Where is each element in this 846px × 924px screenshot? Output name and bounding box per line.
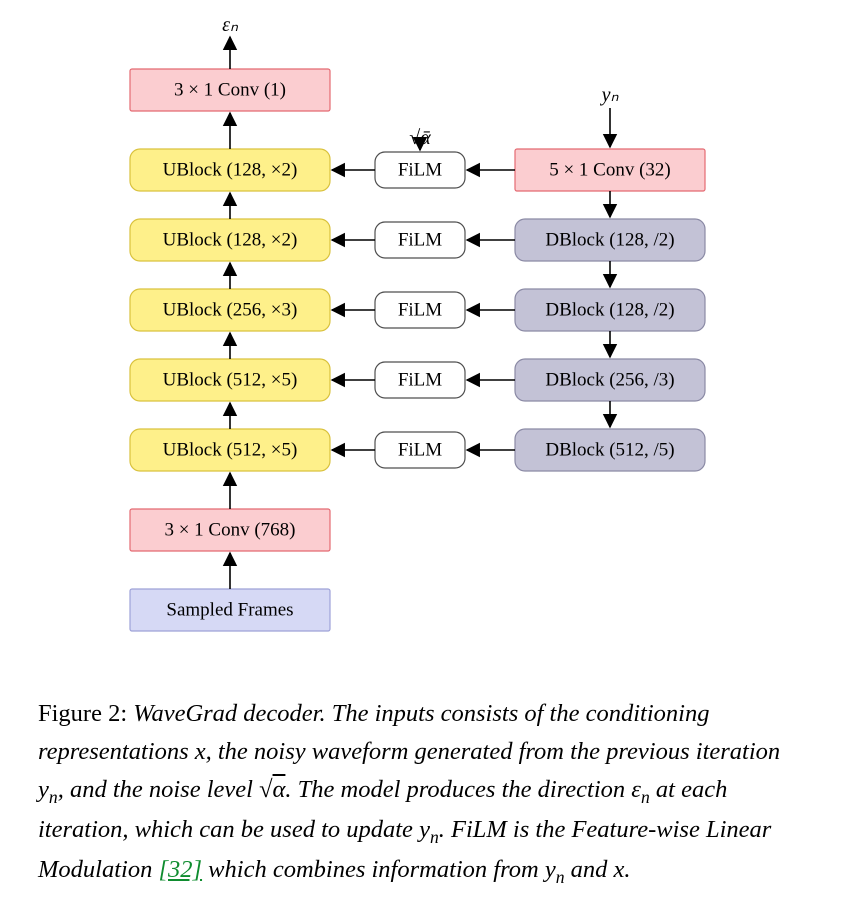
conv1-label: 3 × 1 Conv (1) xyxy=(174,80,286,101)
epsilon-n-label: εₙ xyxy=(222,14,239,36)
ublock-3-label: UBlock (256, ×3) xyxy=(163,300,298,321)
film-2-label: FiLM xyxy=(398,230,442,251)
caption-body: WaveGrad decoder. The inputs consists of… xyxy=(38,700,780,883)
y-n-label: yₙ xyxy=(600,84,620,106)
ublock-4-label: UBlock (512, ×5) xyxy=(163,370,298,391)
film-1-label: FiLM xyxy=(398,160,442,181)
ublock-1-label: UBlock (128, ×2) xyxy=(163,160,298,181)
dblock-1-label: DBlock (128, /2) xyxy=(545,230,674,251)
film-3-label: FiLM xyxy=(398,300,442,321)
film-4-label: FiLM xyxy=(398,370,442,391)
sampled-frames-label: Sampled Frames xyxy=(166,600,293,621)
dblock-4-label: DBlock (512, /5) xyxy=(545,440,674,461)
dblock-2-label: DBlock (128, /2) xyxy=(545,300,674,321)
ublock-5-label: UBlock (512, ×5) xyxy=(163,440,298,461)
figure-caption: Figure 2: WaveGrad decoder. The inputs c… xyxy=(38,695,808,892)
figure-label: Figure 2: xyxy=(38,700,127,727)
ublock-2-label: UBlock (128, ×2) xyxy=(163,230,298,251)
conv768-label: 3 × 1 Conv (768) xyxy=(164,520,295,541)
dblock-3-label: DBlock (256, /3) xyxy=(545,370,674,391)
sqrt-alpha-label: √ᾱ xyxy=(409,127,431,149)
architecture-diagram: εₙ yₙ √ᾱ 3 × 1 Conv (1) UBlock (128, ×2) UBlo… xyxy=(0,0,846,680)
film-5-label: FiLM xyxy=(398,440,442,461)
conv32-label: 5 × 1 Conv (32) xyxy=(549,160,671,181)
